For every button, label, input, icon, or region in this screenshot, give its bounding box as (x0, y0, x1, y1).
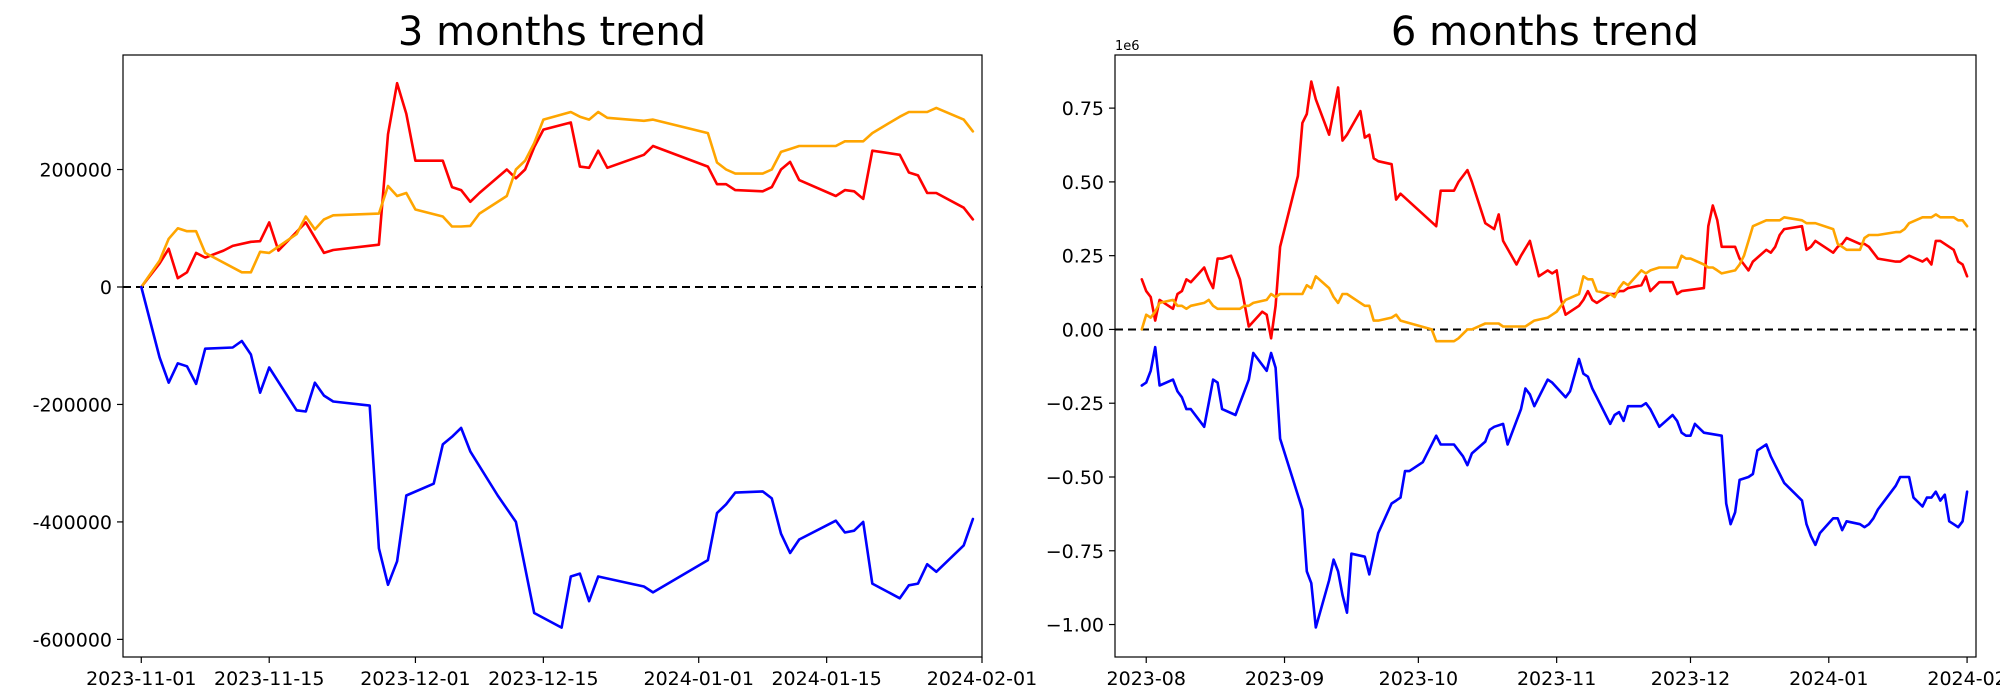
series-line-1 (1140, 80, 1969, 340)
y-tick-label: 0.00 (1062, 319, 1104, 341)
x-tick-label: 2023-10 (1379, 668, 1458, 690)
x-tick-label: 2024-01-15 (771, 668, 881, 690)
y-tick-label: -600000 (33, 629, 112, 651)
series-layer (1115, 80, 1976, 629)
y-tick-label: 200000 (39, 160, 112, 182)
y-tick-label: −0.25 (1046, 393, 1104, 415)
axes-frame (122, 54, 983, 658)
y-tick-label: 0.75 (1062, 98, 1104, 120)
series-line-2 (1140, 213, 1969, 343)
series-line-3 (1140, 345, 1969, 629)
axes-frame (1114, 54, 1977, 658)
series-line-1 (140, 81, 975, 289)
series-line-2 (140, 106, 975, 289)
y-tick-label: −1.00 (1046, 615, 1104, 637)
y-offset-label: 1e6 (1115, 39, 1140, 54)
x-tick-label: 2023-09 (1245, 668, 1324, 690)
x-tick-label: 2024-02 (1927, 668, 2000, 690)
x-tick-label: 2024-01-01 (644, 668, 754, 690)
x-tick-label: 2023-08 (1107, 668, 1186, 690)
x-tick-label: 2024-02-01 (927, 668, 1037, 690)
x-tick-label: 2023-12-15 (488, 668, 598, 690)
x-tick-label: 2023-11-15 (214, 668, 324, 690)
chart-3-months-trend: 3 months trend 2023-11-01 2023-11-15 2023-… (33, 9, 1038, 690)
chart-title: 6 months trend (1391, 9, 1699, 55)
x-tick-label: 2024-01 (1789, 668, 1868, 690)
x-tick-label: 2023-12 (1651, 668, 1730, 690)
y-tick-label: -200000 (33, 394, 112, 416)
x-tick-label: 2023-11-01 (86, 668, 196, 690)
x-tick-label: 2023-11 (1517, 668, 1596, 690)
ticks-layer: 2023-11-01 2023-11-15 2023-12-01 2023-12-15… (33, 160, 1038, 690)
y-tick-label: 0.25 (1062, 246, 1104, 268)
y-tick-label: 0 (100, 277, 112, 299)
x-tick-label: 2023-12-01 (360, 668, 470, 690)
series-line-3 (140, 285, 975, 629)
ticks-layer: 2023-08 2023-09 2023-10 2023-11 2023-12 2024-… (1046, 98, 2000, 690)
series-layer (123, 81, 982, 629)
y-tick-label: 0.50 (1062, 172, 1104, 194)
y-tick-label: −0.50 (1046, 467, 1104, 489)
chart-title: 3 months trend (398, 9, 706, 55)
chart-6-months-trend: 6 months trend 1e6 2023-08 2023-09 2023-10… (1046, 9, 2000, 690)
y-tick-label: −0.75 (1046, 541, 1104, 563)
y-tick-label: -400000 (33, 512, 112, 534)
